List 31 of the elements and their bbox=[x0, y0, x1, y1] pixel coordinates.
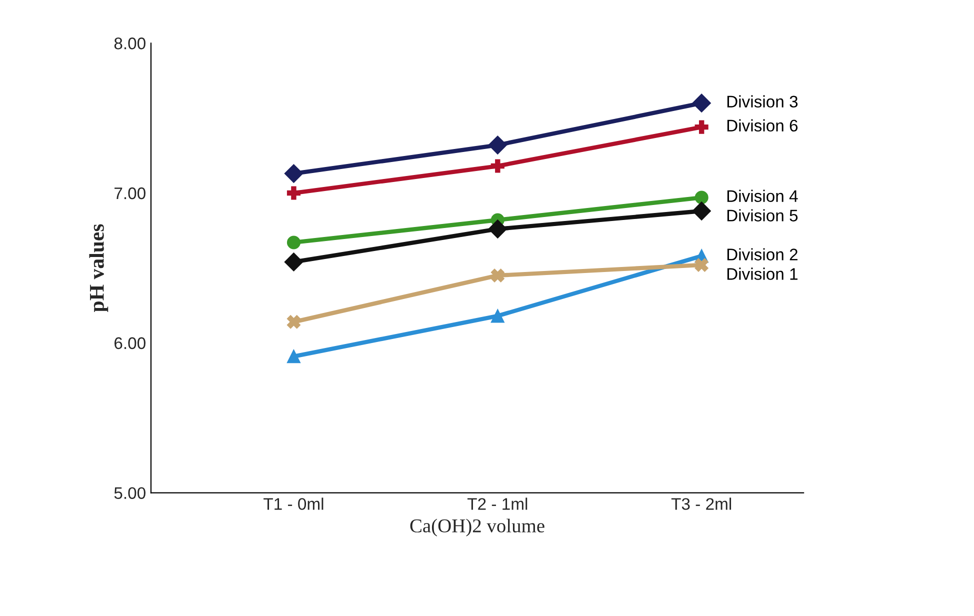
series-label: Division 5 bbox=[727, 209, 798, 222]
x-tick-label: T2 - 1ml bbox=[467, 498, 528, 510]
point bbox=[286, 186, 300, 200]
point bbox=[694, 120, 708, 134]
point bbox=[284, 164, 304, 183]
point bbox=[694, 258, 708, 272]
y-axis-title: pH values bbox=[89, 224, 108, 312]
x-tick-label: T1 - 0ml bbox=[264, 498, 324, 510]
y-tick-label: 8.00 bbox=[114, 38, 146, 50]
series-label: Division 6 bbox=[727, 119, 798, 132]
point bbox=[694, 190, 708, 204]
y-tick-label: 6.00 bbox=[114, 337, 146, 350]
y-tick-label: 7.00 bbox=[114, 187, 146, 200]
series-label: Division 2 bbox=[727, 248, 798, 260]
point bbox=[490, 268, 504, 282]
point bbox=[286, 315, 300, 329]
point bbox=[490, 309, 504, 323]
x-tick-label: T3 - 2ml bbox=[671, 498, 732, 510]
point bbox=[284, 252, 304, 272]
point bbox=[286, 236, 300, 250]
point bbox=[692, 94, 711, 112]
point bbox=[692, 202, 711, 220]
series-label: Division 1 bbox=[727, 268, 798, 280]
point bbox=[286, 350, 300, 364]
point bbox=[490, 159, 504, 173]
point bbox=[488, 136, 508, 154]
series-label: Division 4 bbox=[727, 190, 798, 202]
y-tick-label: 5.00 bbox=[114, 487, 146, 500]
x-axis-title: Ca(OH)2 volume bbox=[410, 518, 544, 536]
point bbox=[488, 220, 508, 238]
series-label: Division 3 bbox=[727, 95, 798, 108]
